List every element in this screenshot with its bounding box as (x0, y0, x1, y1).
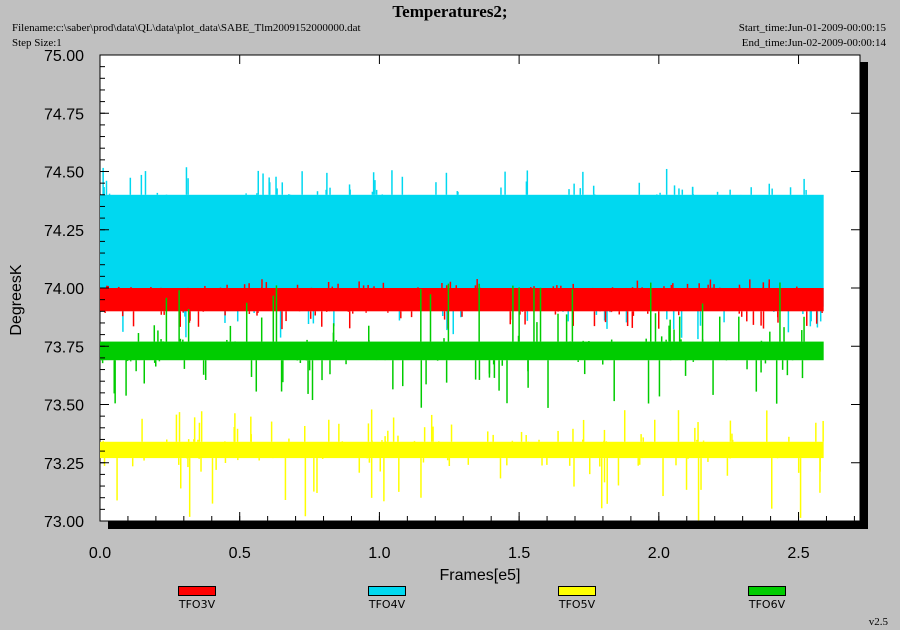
series-band (100, 441, 824, 459)
filename-label: Filename:c:\saber\prod\data\QL\data\plot… (12, 22, 361, 34)
x-tick-label: 1.0 (368, 545, 390, 562)
x-tick-label: 1.5 (508, 545, 530, 562)
series-band (100, 341, 824, 361)
y-tick-label: 75.00 (44, 48, 84, 65)
y-tick-label: 74.00 (44, 281, 84, 298)
x-tick-label: 0.5 (229, 545, 251, 562)
chart-title: Temperatures2; (392, 2, 508, 21)
legend-label: TFO3V (178, 598, 216, 611)
legend-swatch (368, 586, 406, 596)
legend-swatch (558, 586, 596, 596)
legend-item-tfo6v: TFO6V (727, 586, 807, 611)
x-tick-label: 2.0 (648, 545, 670, 562)
legend-swatch (748, 586, 786, 596)
start-time-label: Start_time:Jun-01-2009-00:00:15 (738, 22, 886, 34)
legend-label: TFO5V (558, 598, 596, 611)
legend-label: TFO4V (368, 598, 406, 611)
x-tick-label: 2.5 (787, 545, 809, 562)
y-tick-label: 73.50 (44, 398, 84, 415)
y-tick-label: 74.75 (44, 106, 84, 123)
series-layer (99, 167, 824, 521)
series-tfo3v (99, 279, 824, 330)
tick-layer: 73.00 73.25 73.50 73.75 74.00 74.25 74.50 74.75… (44, 48, 860, 562)
end-time-label: End_time:Jun-02-2009-00:00:14 (741, 37, 886, 49)
y-tick-label: 73.75 (44, 339, 84, 356)
version-label: v2.5 (868, 616, 888, 628)
y-axis-label: DegreesK (8, 264, 25, 335)
series-tfo6v (100, 282, 824, 408)
legend-swatch (178, 586, 216, 596)
legend-item-tfo4v: TFO4V (347, 586, 427, 611)
y-tick-label: 74.25 (44, 223, 84, 240)
legend-item-tfo3v: TFO3V (157, 586, 237, 611)
legend-item-tfo5v: TFO5V (537, 586, 617, 611)
step-size-label: Step Size:1 (12, 37, 62, 49)
series-band (100, 288, 824, 312)
legend-label: TFO6V (748, 598, 786, 611)
y-tick-label: 73.00 (44, 514, 84, 531)
series-tfo5v (100, 409, 824, 521)
x-tick-label: 0.0 (89, 545, 111, 562)
y-tick-label: 74.50 (44, 165, 84, 182)
y-tick-label: 73.25 (44, 456, 84, 473)
x-axis-label: Frames[e5] (440, 567, 521, 584)
